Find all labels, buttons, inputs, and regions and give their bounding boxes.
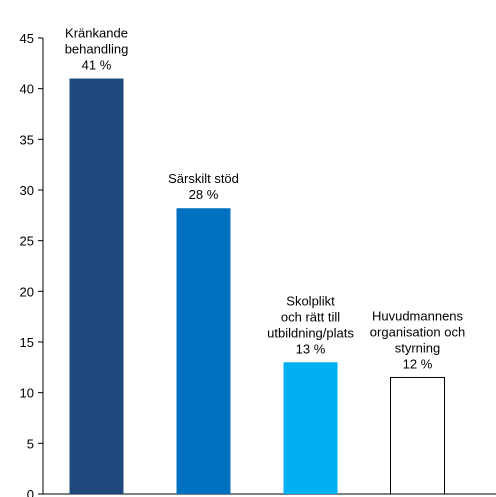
y-tick-label: 30 xyxy=(20,183,34,198)
y-tick-label: 5 xyxy=(27,436,34,451)
y-tick-label: 10 xyxy=(20,386,34,401)
value-label: 13 % xyxy=(296,341,326,356)
category-label: utbildning/plats xyxy=(267,325,354,340)
y-tick-label: 35 xyxy=(20,132,34,147)
y-tick-label: 15 xyxy=(20,335,34,350)
value-label: 41 % xyxy=(82,58,112,73)
bar xyxy=(390,376,445,495)
y-tick-label: 20 xyxy=(20,284,34,299)
y-tick-label: 45 xyxy=(20,31,34,46)
bar xyxy=(176,208,231,495)
bar xyxy=(283,362,338,494)
category-label: och rätt till xyxy=(281,309,340,324)
category-label: Huvudmannens xyxy=(372,308,464,323)
category-label: Särskilt stöd xyxy=(168,171,239,186)
category-label: organisation och xyxy=(370,324,465,339)
value-label: 12 % xyxy=(403,356,433,371)
category-label: styrning xyxy=(395,340,441,355)
y-tick-label: 25 xyxy=(20,234,34,249)
value-label: 28 % xyxy=(189,187,219,202)
category-label: Skolplikt xyxy=(286,293,335,308)
y-tick-label: 0 xyxy=(27,487,34,497)
category-label: behandling xyxy=(65,42,129,57)
bar xyxy=(69,78,124,495)
y-tick-label: 40 xyxy=(20,82,34,97)
category-label: Kränkande xyxy=(65,26,128,41)
